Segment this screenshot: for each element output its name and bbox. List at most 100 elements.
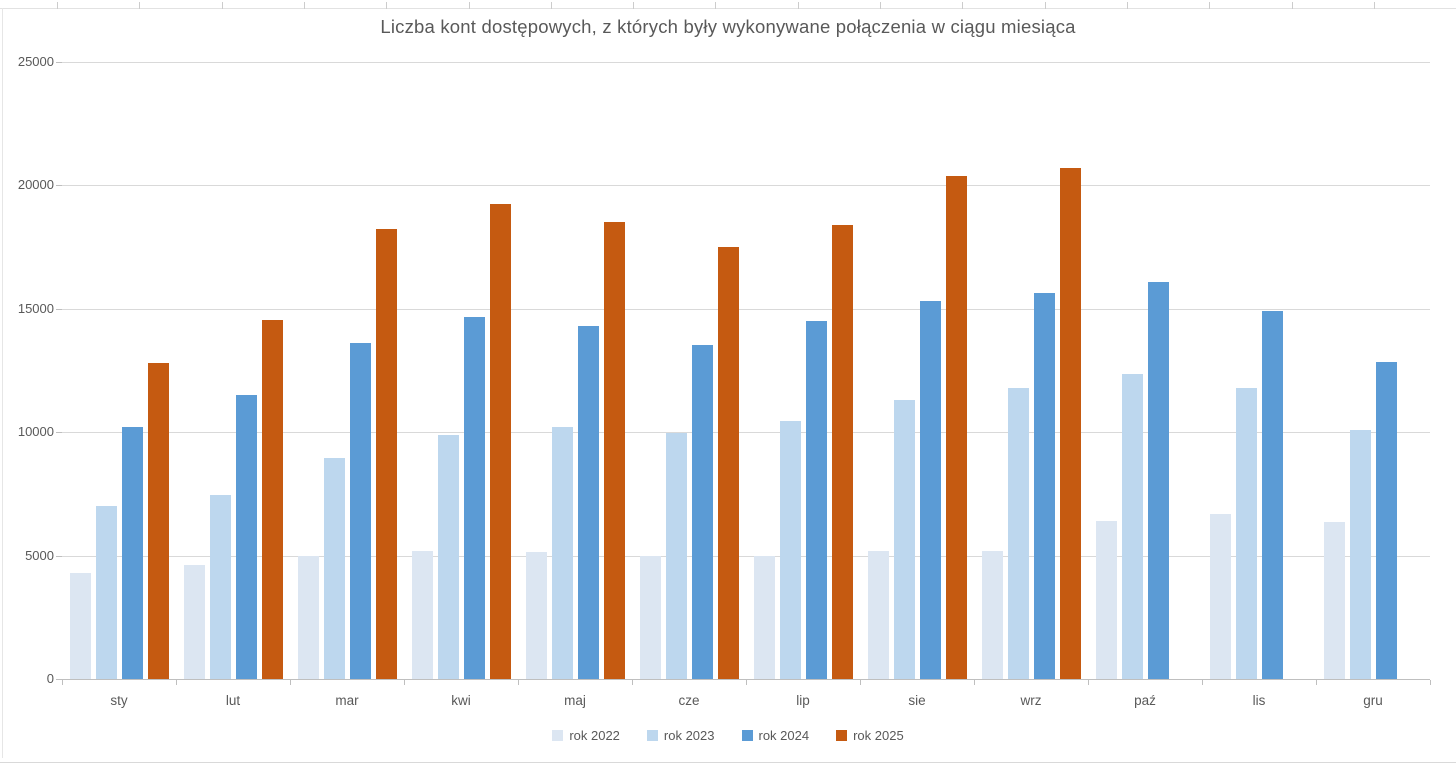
legend-item-rok-2024: rok 2024 (741, 728, 810, 743)
legend-swatch-rok-2023 (646, 730, 658, 741)
x-axis-label-lis: lis (1252, 693, 1266, 708)
bar-rok-2023-lut (209, 495, 231, 679)
bar-rok-2023-cze (665, 433, 687, 679)
sheet-column-tick (1126, 2, 1128, 9)
gridline-15000 (62, 308, 1430, 310)
x-axis-label-cze: cze (678, 693, 700, 708)
y-axis-label: 25000 (17, 54, 54, 69)
x-tick (1430, 680, 1431, 685)
x-axis-label-lip: lip (796, 693, 810, 708)
legend-item-rok-2022: rok 2022 (552, 728, 620, 743)
bar-rok-2024-lis (1261, 311, 1283, 679)
bar-rok-2024-sty (121, 427, 143, 679)
legend-swatch-rok-2025 (836, 730, 848, 741)
y-tick (56, 62, 62, 63)
x-tick (1088, 680, 1089, 685)
sheet-column-tick (880, 2, 881, 9)
sheet-column-tick (962, 2, 964, 9)
bar-rok-2024-kwi (463, 317, 485, 679)
sheet-column-tick (797, 2, 799, 9)
sheet-left-border (2, 8, 3, 758)
legend-item-rok-2023: rok 2023 (646, 728, 715, 743)
bar-rok-2023-sty (95, 506, 117, 679)
y-axis-label: 15000 (17, 300, 54, 316)
bar-rok-2023-paz (1121, 374, 1143, 679)
y-axis-label: 5000 (25, 547, 54, 563)
bar-rok-2024-wrz (1033, 292, 1055, 679)
gridline-20000 (62, 185, 1430, 187)
sheet-column-tick (468, 2, 470, 9)
sheet-column-tick (139, 2, 141, 9)
legend-swatch-rok-2022 (552, 730, 564, 741)
bar-rok-2023-wrz (1007, 387, 1029, 679)
bar-rok-2022-kwi (411, 550, 433, 679)
sheet-column-tick (1373, 2, 1375, 9)
x-axis-label-gru: gru (1363, 693, 1383, 708)
gridline-10000 (62, 432, 1430, 434)
bar-rok-2023-maj (551, 427, 573, 679)
y-tick (56, 185, 62, 187)
bar-rok-2024-sie (919, 301, 941, 679)
x-tick (746, 680, 747, 685)
y-tick (56, 679, 62, 680)
legend: rok 2022 rok 2023 rok 2024 rok 2025 (0, 728, 1456, 743)
x-tick (518, 680, 519, 685)
bar-rok-2025-sty (147, 363, 169, 679)
legend-item-rok-2025: rok 2025 (836, 728, 904, 743)
bar-rok-2025-sie (945, 175, 967, 679)
legend-label: rok 2023 (663, 728, 715, 743)
x-tick (62, 680, 63, 685)
bar-rok-2022-sty (69, 572, 91, 679)
bar-rok-2022-sie (867, 550, 889, 679)
bar-rok-2022-maj (525, 551, 547, 679)
bar-rok-2025-maj (603, 222, 625, 679)
gridline-5000 (62, 555, 1430, 557)
gridline-25000 (62, 62, 1430, 63)
bar-rok-2023-mar (323, 458, 345, 679)
sheet-bottom-border (0, 762, 1456, 763)
x-tick (632, 680, 633, 685)
bar-rok-2025-cze (717, 247, 739, 679)
bar-rok-2022-paz (1095, 521, 1117, 679)
sheet-column-tick (633, 2, 635, 9)
y-axis-label: 0 (46, 671, 54, 686)
chart-title: Liczba kont dostępowych, z których były … (380, 16, 1076, 37)
y-axis-label: 20000 (17, 177, 54, 193)
x-axis-line (62, 679, 1430, 680)
legend-label: rok 2022 (569, 728, 620, 743)
bar-rok-2025-lut (261, 319, 283, 679)
legend-label: rok 2024 (758, 728, 810, 743)
legend-label: rok 2025 (853, 728, 904, 743)
bar-rok-2023-kwi (437, 434, 459, 679)
y-tick (56, 432, 62, 434)
x-axis-label-kwi: kwi (451, 693, 471, 708)
y-tick (56, 308, 62, 310)
sheet-column-tick (386, 2, 388, 9)
sheet-column-tick (550, 2, 552, 9)
bar-rok-2023-lip (779, 421, 801, 679)
bar-rok-2022-lip (753, 555, 775, 679)
x-tick (860, 680, 861, 685)
sheet-column-tick (221, 2, 223, 9)
bar-rok-2025-mar (375, 228, 397, 679)
bar-rok-2024-lip (805, 321, 827, 679)
bar-rok-2024-gru (1375, 361, 1397, 679)
x-axis-label-mar: mar (335, 693, 359, 708)
x-axis-label-paz: paź (1134, 693, 1156, 708)
sheet-column-tick (57, 2, 58, 9)
bar-rok-2024-maj (577, 326, 599, 679)
x-axis-label-lut: lut (225, 693, 241, 708)
x-tick (1316, 680, 1317, 685)
sheet-column-tick (303, 2, 305, 9)
x-axis-label-sty: sty (110, 693, 128, 708)
y-axis-label: 10000 (17, 424, 54, 440)
bar-rok-2022-lis (1209, 513, 1231, 679)
bar-rok-2024-lut (235, 395, 257, 679)
bar-rok-2024-mar (349, 343, 371, 679)
x-tick (404, 680, 405, 685)
bar-rok-2025-wrz (1059, 168, 1081, 679)
x-tick (176, 680, 177, 685)
x-axis-label-maj: maj (564, 693, 586, 708)
bar-rok-2024-cze (691, 344, 713, 679)
